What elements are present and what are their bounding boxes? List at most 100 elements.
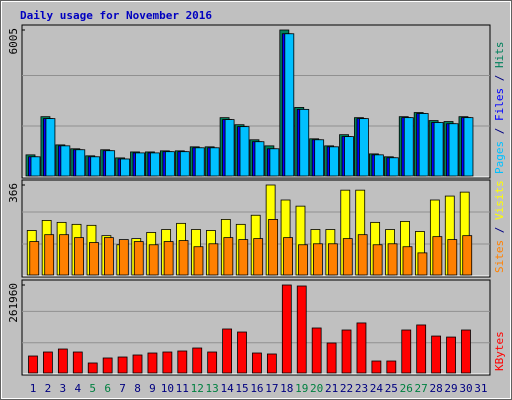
bar	[403, 117, 414, 177]
bar	[223, 237, 234, 276]
bar	[327, 243, 338, 276]
bar	[311, 327, 322, 374]
bar	[194, 147, 205, 177]
bar	[177, 350, 188, 374]
x-tick-label: 23	[355, 382, 368, 395]
bar	[326, 342, 337, 374]
bar	[209, 147, 220, 177]
bar	[208, 243, 219, 276]
legend-entry: Pages	[493, 141, 506, 174]
bar	[28, 355, 38, 374]
bar	[133, 241, 144, 276]
bar	[72, 351, 83, 374]
y-tick-label: 6005	[7, 28, 20, 55]
bar	[43, 351, 53, 374]
legend-entry: Files	[493, 88, 506, 121]
bar	[164, 151, 175, 177]
bar	[417, 252, 428, 276]
bar	[87, 362, 98, 374]
bar	[431, 335, 442, 374]
bar	[89, 242, 99, 276]
bar	[281, 284, 292, 374]
x-tick-label: 5	[89, 382, 96, 395]
x-tick-label: 10	[161, 382, 174, 395]
bar	[268, 219, 279, 276]
y-tick-label: 261960	[7, 283, 20, 323]
bar	[239, 126, 250, 177]
x-tick-label: 30	[459, 382, 472, 395]
bar	[386, 360, 397, 374]
bar	[104, 237, 114, 276]
bar	[147, 352, 158, 374]
bar	[254, 141, 265, 177]
bar	[179, 151, 190, 177]
bar	[446, 336, 456, 374]
bar	[193, 246, 204, 276]
legend: Pages / Files / Hits	[493, 42, 506, 175]
x-tick-label: 18	[280, 382, 293, 395]
bar	[237, 331, 247, 374]
bar	[105, 150, 116, 177]
legend-entry: Sites	[493, 240, 506, 273]
bar	[433, 122, 444, 177]
bar	[192, 347, 203, 374]
bar	[29, 241, 40, 276]
bar	[120, 158, 130, 177]
x-tick-label: 12	[191, 382, 204, 395]
legend: KBytes	[493, 331, 506, 371]
bar	[344, 136, 354, 177]
bar	[373, 154, 384, 177]
x-tick-label: 17	[265, 382, 278, 395]
legend-separator: /	[493, 68, 506, 88]
x-tick-label: 20	[310, 382, 323, 395]
bar	[359, 118, 369, 177]
legend-separator: /	[493, 220, 506, 240]
bar	[74, 237, 84, 276]
bar	[371, 360, 382, 374]
x-tick-label: 1	[30, 382, 37, 395]
x-tick-label: 29	[444, 382, 457, 395]
bar	[432, 236, 443, 276]
bar	[30, 156, 41, 177]
x-tick-label: 14	[220, 382, 234, 395]
chart-title: Daily usage for November 2016	[20, 9, 212, 22]
bar	[357, 234, 368, 276]
x-tick-label: 28	[429, 382, 442, 395]
x-tick-label: 2	[45, 382, 52, 395]
x-tick-label: 19	[295, 382, 308, 395]
bar	[342, 238, 353, 276]
bar	[118, 239, 129, 276]
bar	[102, 357, 113, 374]
x-tick-label: 7	[119, 382, 126, 395]
bar	[329, 146, 340, 177]
bar	[163, 241, 174, 276]
bar	[402, 246, 413, 276]
x-tick-label: 22	[340, 382, 353, 395]
legend-entry: Hits	[493, 42, 506, 69]
bar	[314, 139, 325, 177]
bar	[283, 237, 293, 276]
x-tick-label: 21	[325, 382, 338, 395]
x-tick-label: 3	[60, 382, 67, 395]
bar	[463, 117, 474, 177]
bar	[132, 354, 143, 374]
bar	[296, 285, 307, 374]
bar	[162, 351, 173, 374]
bar	[90, 156, 101, 177]
bar	[207, 351, 218, 374]
bar	[44, 234, 55, 276]
x-tick-label: 24	[370, 382, 384, 395]
y-tick-label: 366	[7, 183, 20, 203]
bar	[387, 243, 398, 276]
x-tick-label: 26	[400, 382, 413, 395]
x-tick-label: 6	[104, 382, 111, 395]
x-tick-label: 9	[149, 382, 156, 395]
bar	[222, 328, 232, 374]
bar	[150, 152, 160, 177]
bar	[45, 118, 56, 177]
x-tick-label: 31	[474, 382, 487, 395]
bar	[299, 108, 310, 177]
x-tick-label: 15	[235, 382, 248, 395]
x-tick-label: 4	[74, 382, 81, 395]
